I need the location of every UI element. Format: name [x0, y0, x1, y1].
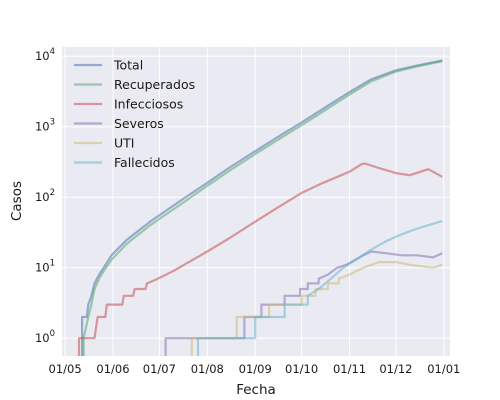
x-tick-label: 01/01 [427, 362, 460, 376]
series-line-recuperados [82, 60, 443, 356]
plot-background [62, 47, 450, 356]
x-tick-label: 01/11 [333, 362, 366, 376]
series-line-uti [190, 261, 443, 356]
y-axis-ticks: 100 101 102 103 104 [35, 47, 55, 345]
x-tick-label: 01/08 [191, 362, 224, 376]
x-axis-ticks: 01/05 01/06 01/07 01/08 01/09 01/10 01/11 01/12… [49, 362, 461, 376]
y-tick-label: 104 [35, 47, 55, 63]
legend-label-total: Total [113, 58, 143, 73]
series-line-total [80, 59, 443, 356]
y-tick-label: 100 [35, 329, 55, 345]
legend-label-recuperados: Recuperados [114, 77, 195, 92]
x-tick-label: 01/05 [49, 362, 82, 376]
legend-label-fallecidos: Fallecidos [114, 155, 175, 170]
x-tick-label: 01/10 [285, 362, 318, 376]
legend: Total Recuperados Infecciosos Severos UTI Fal… [74, 58, 195, 170]
x-tick-label: 01/09 [239, 362, 272, 376]
y-tick-label: 101 [35, 259, 55, 275]
series-line-fallecidos [196, 219, 443, 356]
x-tick-label: 01/12 [379, 362, 412, 376]
x-tick-label: 01/06 [96, 362, 129, 376]
grid [62, 47, 450, 356]
y-tick-label: 102 [35, 188, 55, 204]
y-tick-label: 103 [35, 118, 55, 134]
x-axis-label: Fecha [236, 382, 276, 398]
legend-label-infecciosos: Infecciosos [114, 97, 183, 112]
x-tick-label: 01/07 [143, 362, 176, 376]
series-layer [77, 59, 443, 356]
y-axis-label: Casos [9, 181, 25, 221]
legend-label-uti: UTI [114, 136, 134, 151]
legend-label-severos: Severos [114, 116, 164, 131]
series-line-infecciosos [77, 162, 443, 356]
